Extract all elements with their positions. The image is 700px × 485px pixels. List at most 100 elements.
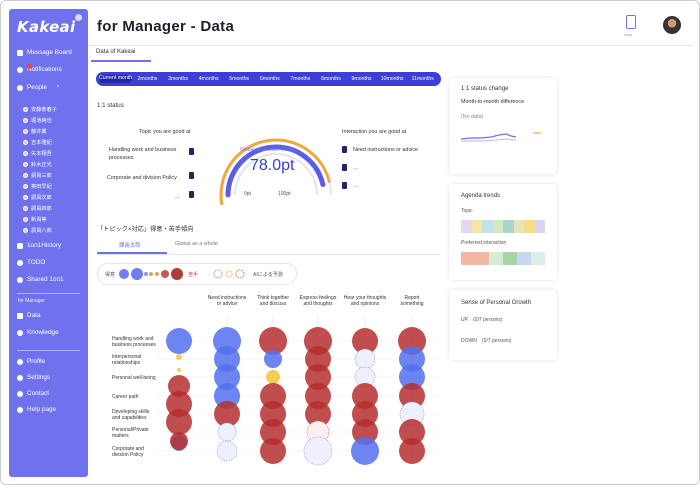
sidebar-item-data[interactable]: Data — [9, 312, 88, 319]
month-diff-label: Month-to-month difference — [461, 99, 525, 105]
rank-1-icon — [342, 146, 347, 153]
bubble-mark — [398, 327, 426, 355]
sidebar-item-profile[interactable]: Profile — [9, 358, 88, 365]
sidebar-item-settings[interactable]: Settings — [9, 374, 88, 381]
sidebar-person[interactable]: 新員等 — [23, 216, 47, 223]
tab-underline — [91, 60, 151, 62]
growth-up-label: UP — [461, 317, 468, 323]
gear-icon — [17, 374, 23, 381]
sidebar-item-label: People — [27, 84, 47, 91]
sidebar-person[interactable]: 吉本雅紀 — [23, 139, 52, 146]
sidebar-item-notifications[interactable]: Notifications — [9, 63, 88, 73]
avatar — [23, 195, 28, 200]
period-tab[interactable]: 4months — [198, 76, 219, 82]
trend-legend — [97, 263, 297, 285]
sidebar-item-label: Notifications — [27, 66, 62, 73]
profile-icon — [17, 358, 23, 365]
sidebar-item-label: Settings — [27, 374, 51, 381]
period-tab[interactable]: Current month — [99, 75, 133, 83]
tab-person[interactable]: 課長太郎 — [119, 243, 141, 249]
growth-down-value: (0/7 persons) — [482, 338, 512, 344]
agenda-segment — [461, 252, 475, 265]
bubble-mark — [399, 383, 425, 409]
page-title: for Manager - Data — [97, 18, 235, 35]
column-label: and discuss — [260, 301, 287, 307]
message-board-icon — [17, 49, 23, 56]
agenda-trends-card: Agenda trends Topic Preferred interactio… — [449, 184, 557, 280]
interaction-item: Need instructions or advice — [353, 147, 419, 153]
rank-2-icon — [189, 172, 194, 179]
period-tab[interactable]: 3months — [168, 76, 188, 82]
legend-ai: AIによる予測 — [253, 272, 283, 278]
bubble-mark — [266, 370, 280, 384]
header-divider — [89, 45, 693, 46]
sidebar-item-shared-1on1[interactable]: Shared 1on1 — [9, 276, 88, 283]
avatar — [23, 228, 28, 233]
sidebar-item-1on1history[interactable]: 1on1History — [9, 242, 88, 249]
bubble-mark — [214, 401, 240, 427]
gauge-value: 78.0pt — [250, 157, 295, 174]
sidebar-person[interactable]: 矢本翔吾 — [23, 150, 52, 157]
period-tab[interactable]: 7months — [290, 76, 311, 82]
bubble-mark — [176, 354, 182, 360]
sidebar-person[interactable]: 調員四郎 — [23, 205, 52, 212]
bubble-mark — [399, 346, 425, 372]
sidebar-item-todo[interactable]: TODO — [9, 259, 88, 266]
topic-item: Handling work and business processes — [109, 147, 177, 161]
sidebar-divider — [17, 350, 80, 351]
period-tab[interactable]: 9months — [351, 76, 372, 82]
sidebar-person[interactable]: 調員八郎 — [23, 227, 52, 234]
person-name: 安藤条春子 — [31, 107, 57, 113]
tab-global[interactable]: Global as a whole — [175, 241, 218, 247]
sidebar-person[interactable]: 調員三郎 — [23, 172, 52, 179]
bubble-mark — [354, 348, 376, 370]
avatar — [23, 184, 28, 189]
sidebar-item-contact[interactable]: Contact — [9, 390, 88, 397]
sidebar-item-help[interactable]: Help page — [9, 406, 88, 413]
agenda-segment — [534, 220, 545, 233]
topic-good-heading: Topic you are good at — [139, 129, 191, 135]
sidebar-person[interactable]: 安藤条春子 — [23, 106, 57, 113]
bubble-mark — [351, 437, 379, 465]
sidebar-item-label: Contact — [27, 390, 50, 397]
help-document-icon[interactable] — [626, 15, 636, 29]
sidebar-item-people[interactable]: People ^ — [9, 84, 88, 91]
sidebar-manager-heading: for Manager — [18, 298, 45, 304]
person-name: 奥田早紀 — [31, 184, 52, 190]
contact-icon — [17, 390, 23, 397]
bubble-mark — [305, 346, 331, 372]
sidebar-person[interactable]: 奥田早紀 — [23, 183, 52, 190]
period-tab[interactable]: 10months — [380, 76, 404, 82]
rank-3-icon — [189, 191, 194, 198]
person-name: 矢本翔吾 — [31, 151, 52, 157]
period-tab[interactable]: 2months — [137, 76, 158, 82]
period-tab[interactable]: 11months — [411, 76, 434, 82]
sidebar-settings-icon[interactable] — [75, 14, 82, 21]
sidebar-person[interactable]: 調員次郎 — [23, 194, 52, 201]
app-logo[interactable]: Kakeai — [17, 18, 76, 36]
column-label: something — [400, 301, 423, 307]
agenda-segment — [524, 220, 535, 233]
chevron-up-icon[interactable]: ^ — [56, 84, 60, 91]
topic-item: ... — [175, 194, 180, 200]
column-label: or advice — [217, 301, 238, 307]
bubble-mark — [260, 383, 286, 409]
tab-data-of-kakeai[interactable]: Data of Kakeai — [96, 49, 136, 55]
sidebar-person[interactable]: 藤井翼 — [23, 128, 47, 135]
row-label: relationships — [112, 360, 141, 366]
row-label: Personal well-being — [112, 375, 156, 381]
topic-item: Corporate and division Policy — [107, 175, 177, 181]
period-tab[interactable]: 8months — [320, 76, 341, 82]
sidebar-item-knowledge[interactable]: Knowledge — [9, 329, 88, 336]
sidebar-person[interactable]: 堀池純也 — [23, 117, 52, 124]
sidebar-person[interactable]: 鈴木正光 — [23, 161, 52, 168]
row-label: matters — [112, 433, 129, 439]
bubble-mark — [305, 364, 331, 390]
period-tab[interactable]: 6months — [259, 76, 280, 82]
sidebar-item-label: 1on1History — [27, 242, 62, 249]
user-avatar[interactable] — [663, 16, 681, 34]
legend-ai-scale — [213, 269, 245, 279]
period-tab[interactable]: 5months — [229, 76, 250, 82]
sidebar-item-message-board[interactable]: Message Board — [9, 49, 88, 56]
